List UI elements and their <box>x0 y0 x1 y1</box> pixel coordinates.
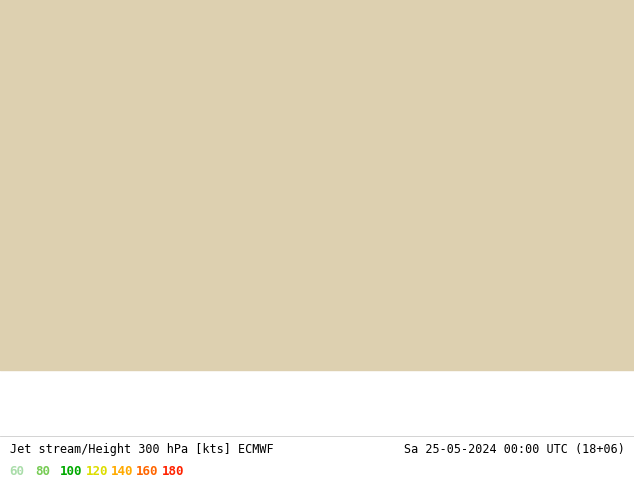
Text: 180: 180 <box>162 465 184 478</box>
Text: 120: 120 <box>86 465 108 478</box>
Text: 160: 160 <box>136 465 158 478</box>
Text: Jet stream/Height 300 hPa [kts] ECMWF: Jet stream/Height 300 hPa [kts] ECMWF <box>10 443 273 456</box>
Text: 140: 140 <box>111 465 133 478</box>
Text: 60: 60 <box>10 465 25 478</box>
Text: Sa 25-05-2024 00:00 UTC (18+06): Sa 25-05-2024 00:00 UTC (18+06) <box>404 443 624 456</box>
Text: 80: 80 <box>35 465 50 478</box>
Text: 100: 100 <box>60 465 82 478</box>
